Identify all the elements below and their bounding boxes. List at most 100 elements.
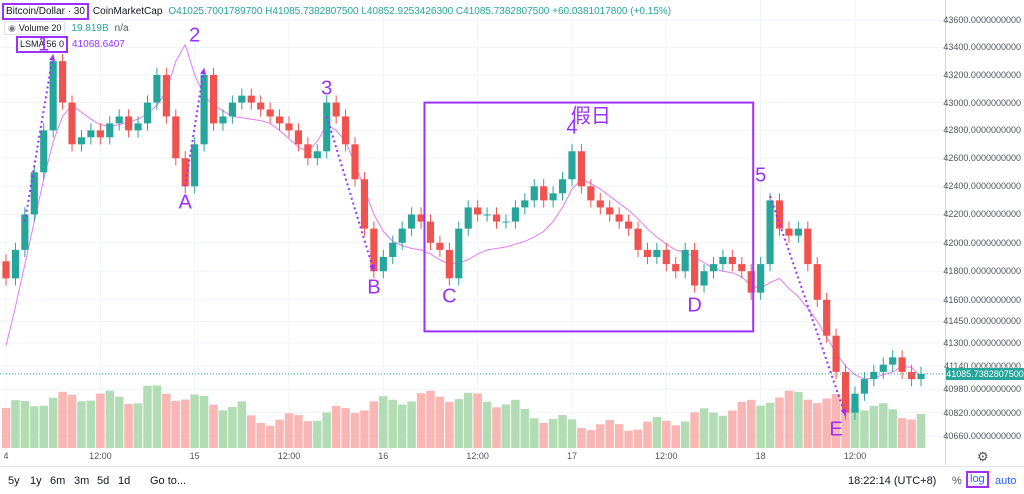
candle	[587, 186, 595, 201]
volume-bar	[20, 400, 30, 448]
percent-toggle[interactable]: %	[952, 475, 962, 487]
candle	[342, 116, 350, 145]
candle	[634, 228, 642, 250]
volume-bar	[388, 399, 397, 448]
arrow-a-to-2-head	[200, 68, 207, 75]
candle	[757, 264, 765, 293]
candle	[11, 249, 20, 279]
arrow-3-to-b	[325, 116, 375, 272]
price-tick-label: 41800.0000000000	[943, 266, 1021, 277]
candle	[823, 299, 831, 336]
volume-bar	[652, 416, 662, 448]
volume-bar	[162, 393, 171, 448]
candle	[417, 214, 425, 222]
candle	[370, 228, 378, 272]
volume-bar	[435, 396, 445, 448]
time-tick-label: 12:00	[655, 451, 678, 461]
candle	[615, 214, 623, 222]
volume-bar	[445, 402, 454, 448]
volume-bar	[605, 419, 614, 448]
candle	[40, 130, 48, 173]
clock: 18:22:14 (UTC+8)	[848, 475, 937, 487]
price-tick-label: 43400.0000000000	[943, 42, 1021, 53]
volume-bar	[180, 399, 190, 448]
volume-bar	[803, 399, 813, 448]
volume-bar	[916, 413, 926, 448]
log-toggle[interactable]: log	[966, 471, 989, 488]
price-tick-label: 42000.0000000000	[943, 237, 1021, 248]
price-tick-label: 43200.0000000000	[943, 69, 1021, 80]
range-1d-button[interactable]: 1d	[118, 475, 131, 487]
price-tick-label: 43000.0000000000	[943, 97, 1021, 108]
price-tick-label: 41600.0000000000	[943, 294, 1021, 305]
chart-area[interactable]	[0, 0, 945, 465]
goto-button[interactable]: Go to...	[150, 475, 187, 487]
legend-lsma: LSMA 56 0 41068.6407	[16, 36, 125, 53]
wave-label-4: 4	[566, 116, 578, 139]
candle	[549, 193, 557, 201]
volume-bar	[888, 409, 897, 448]
auto-toggle[interactable]: auto	[995, 475, 1017, 487]
candle	[445, 249, 453, 279]
candle	[492, 214, 501, 222]
price-tick-label: 42200.0000000000	[943, 209, 1021, 220]
range-5d-button[interactable]: 5d	[97, 475, 110, 487]
symbol-title[interactable]: Bitcoin/Dollar · 30	[2, 3, 89, 20]
price-axis[interactable]: 43600.0000000000 43400.0000000000 43200.00…	[943, 0, 1024, 465]
candle	[502, 221, 510, 223]
volume-bar	[397, 404, 407, 448]
candle	[209, 74, 218, 124]
candle	[125, 116, 133, 131]
candle	[804, 228, 812, 265]
time-tick-label: 12:00	[277, 451, 301, 461]
candle	[511, 207, 519, 222]
candle	[59, 61, 67, 103]
volume-bar	[48, 397, 58, 448]
candle	[841, 371, 850, 413]
chart-canvas[interactable]	[0, 0, 945, 465]
candle	[77, 137, 86, 145]
time-tick-label: 4	[3, 451, 9, 461]
candle	[700, 271, 708, 286]
candle	[540, 186, 548, 201]
time-tick-label: 12:00	[843, 451, 867, 461]
candle	[143, 102, 152, 124]
volume-bar	[662, 420, 671, 448]
volume-bar	[841, 398, 850, 448]
range-5y-button[interactable]: 5y	[8, 475, 20, 487]
volume-bar	[313, 420, 322, 448]
gear-icon[interactable]: ⚙	[977, 449, 989, 464]
volume-bar	[643, 421, 652, 448]
volume-bar	[794, 392, 803, 448]
volume-bar	[596, 424, 605, 448]
price-tick-label: 42800.0000000000	[943, 125, 1021, 136]
volume-bar	[265, 425, 275, 448]
volume-bar	[303, 421, 313, 448]
volume-indicator-label[interactable]: ◉ Volume 20	[4, 21, 66, 35]
lsma-indicator-label[interactable]: LSMA 56 0	[16, 36, 69, 53]
candle	[860, 379, 868, 394]
candle	[436, 242, 444, 250]
range-3m-button[interactable]: 3m	[74, 475, 90, 487]
time-axis[interactable]: 4 12:00 15 12:00 16 12:00 17 12:00 18 12:00	[0, 448, 945, 465]
holiday-label: 假日	[570, 105, 611, 128]
candle	[794, 228, 802, 236]
volume-bar	[567, 419, 577, 448]
candle	[162, 74, 170, 117]
wave-label-c: C	[442, 285, 457, 308]
candle	[313, 151, 321, 159]
candle	[115, 116, 123, 124]
range-6m-button[interactable]: 6m	[50, 475, 66, 487]
volume-bar	[369, 401, 379, 448]
candle	[898, 357, 906, 372]
candle	[323, 102, 331, 152]
candle	[134, 123, 142, 131]
range-1y-button[interactable]: 1y	[30, 475, 42, 487]
volume-bar	[831, 394, 841, 448]
candle	[728, 256, 736, 265]
volume-bar	[822, 398, 831, 448]
volume-bar	[67, 394, 77, 448]
candle	[785, 228, 793, 236]
arrow-3-to-b-head	[369, 264, 375, 272]
candle	[389, 242, 397, 257]
